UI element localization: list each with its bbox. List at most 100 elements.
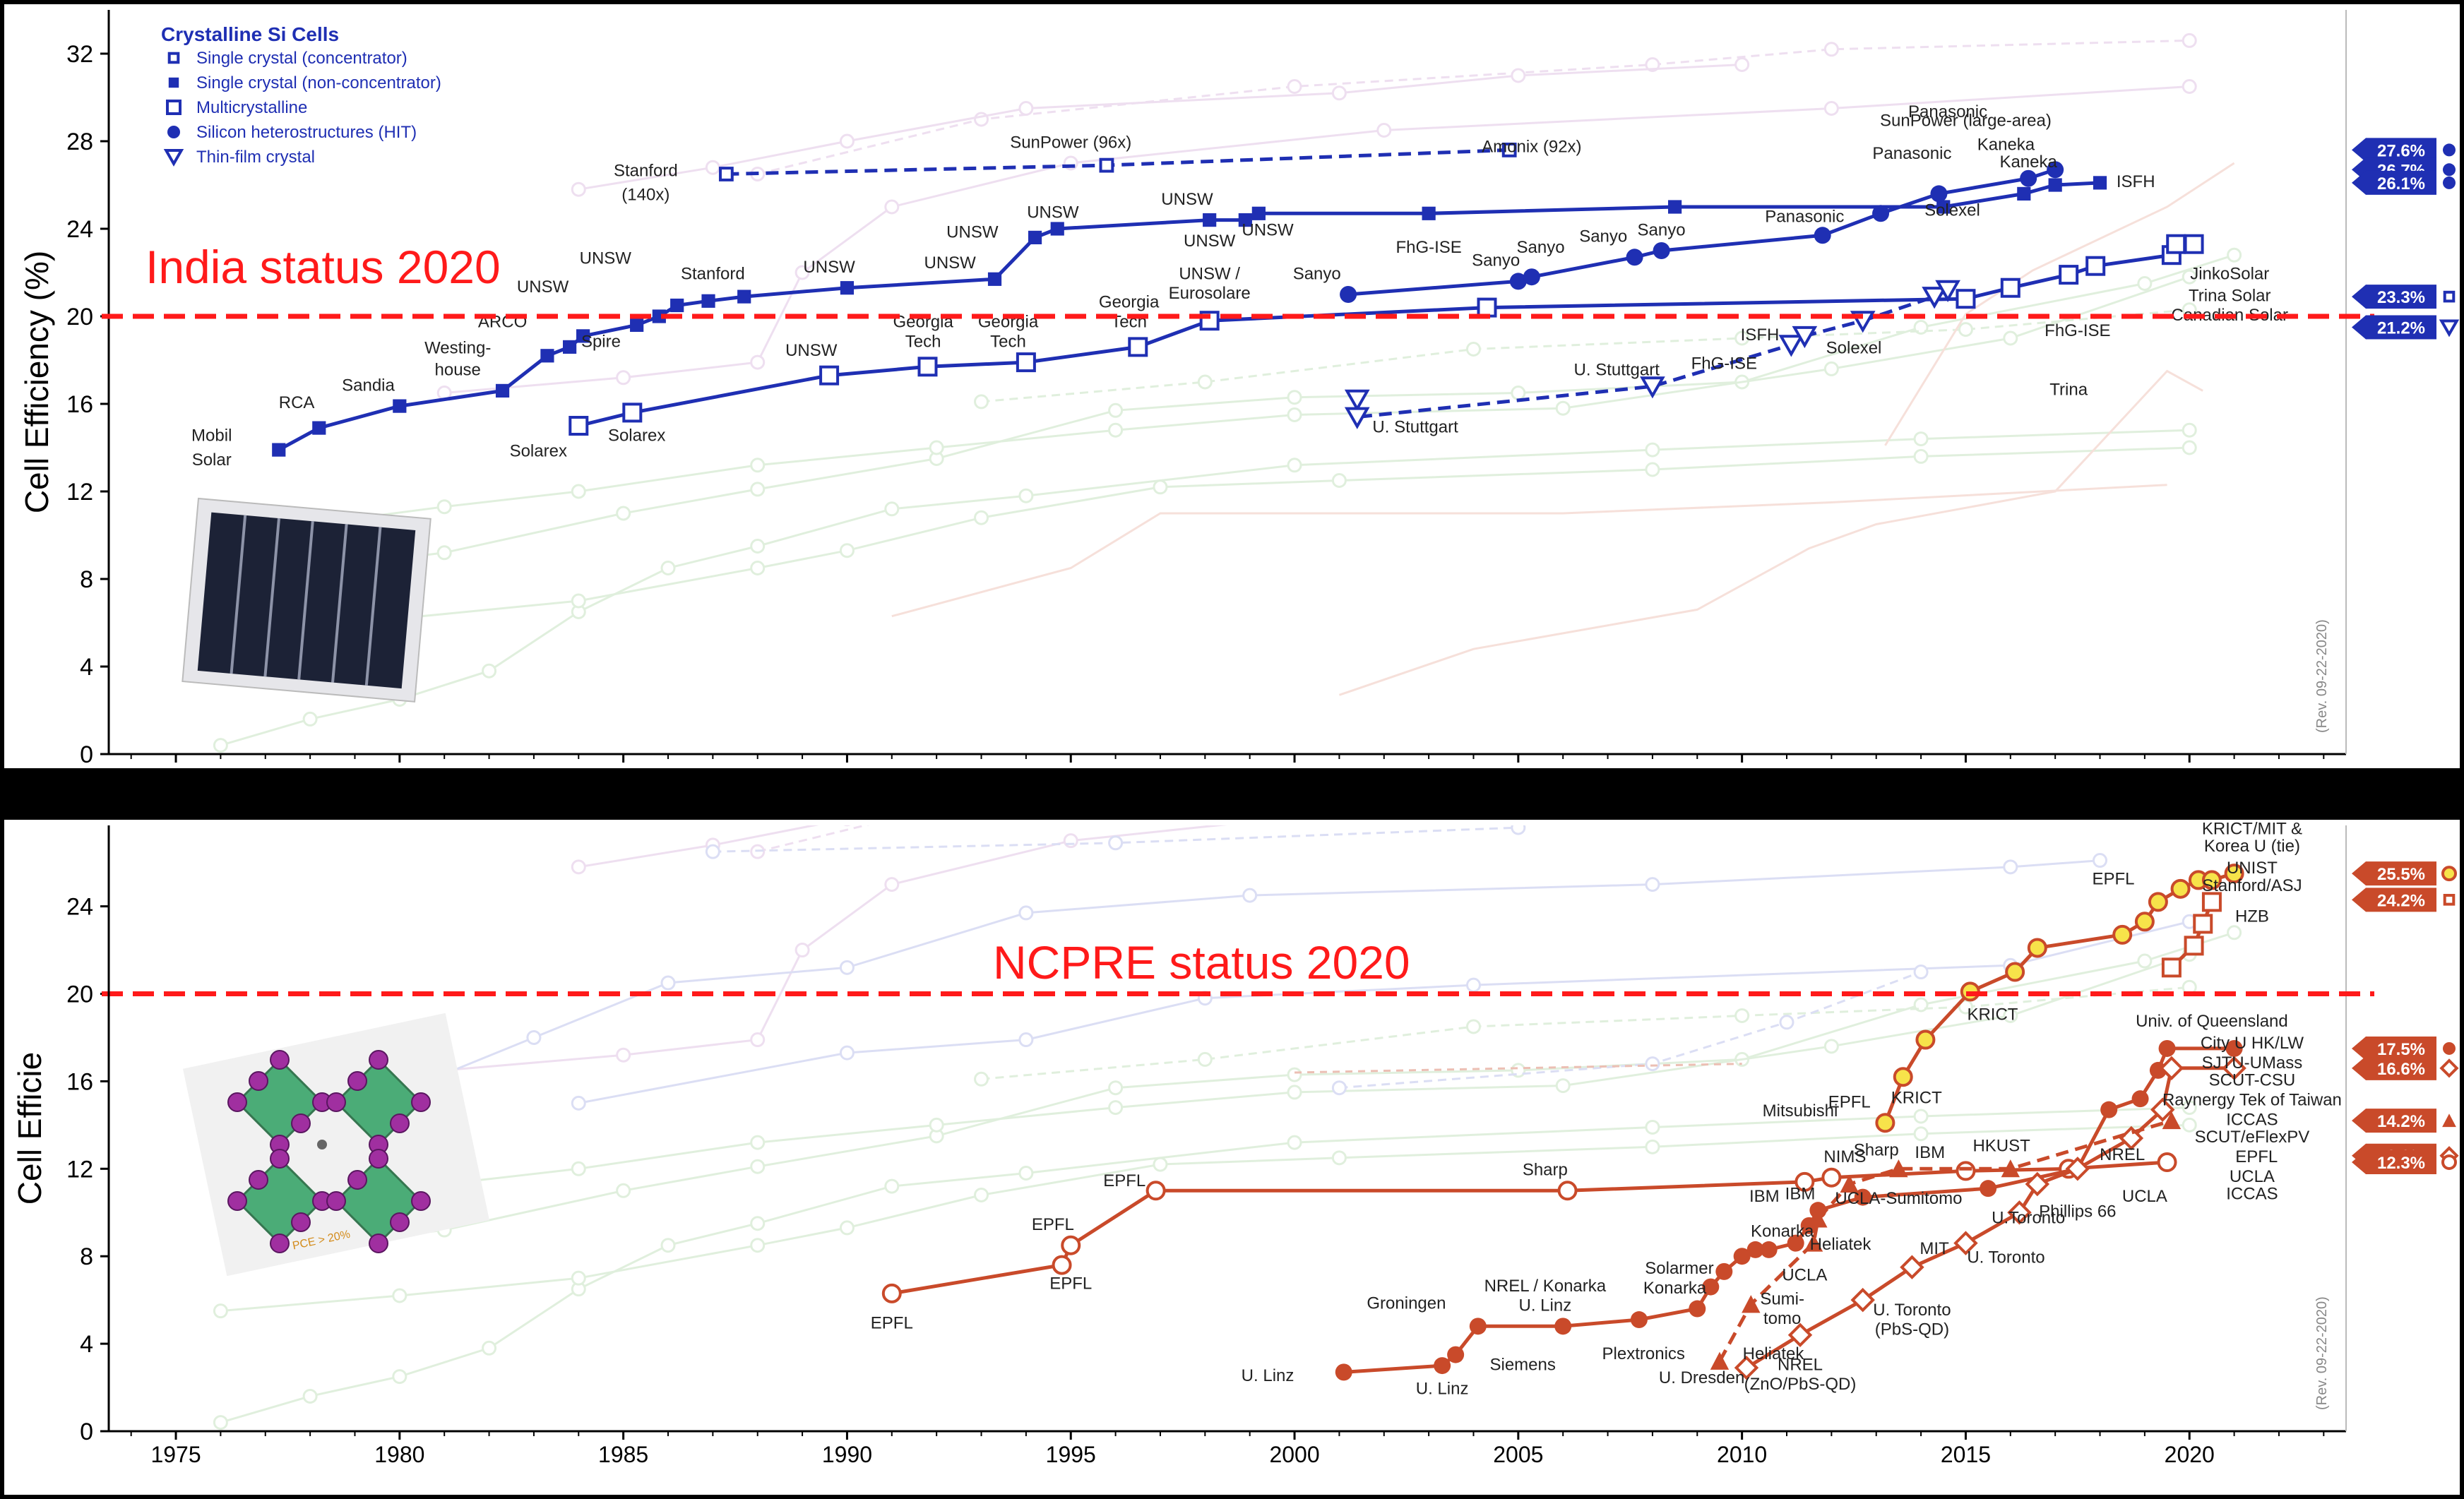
ghost-point (1555, 400, 1571, 416)
ghost-point (302, 1388, 318, 1404)
data-point (1422, 206, 1436, 220)
halide-atom (291, 1113, 311, 1133)
ghost-line (265, 931, 2235, 1253)
badge-value: 26.1% (2377, 174, 2425, 193)
ghost-point (1287, 458, 1302, 473)
point-label: UNSW (580, 249, 632, 268)
ghost-point (1153, 1157, 1168, 1172)
point-label: Solexel (1826, 339, 1882, 358)
point-label: (140x) (621, 186, 669, 205)
data-point (2224, 864, 2244, 884)
point-label: IBM (1785, 1185, 1816, 1204)
ghost-point (2227, 925, 2242, 940)
point-label: Sharp (1523, 1161, 1568, 1180)
badge-value: 24.2% (2377, 891, 2425, 910)
point-label: FhG-ISE (1691, 354, 1757, 373)
ghost-point (1645, 1056, 1660, 1072)
data-point (1434, 1357, 1451, 1375)
ghost-point (2182, 32, 2197, 48)
halide-atom (249, 1170, 268, 1190)
ghost-point (1063, 833, 1078, 849)
y-tick-label: 24 (66, 894, 93, 921)
ghost-point (843, 825, 851, 827)
ghost-point (2003, 1008, 2018, 1023)
y-tick-label: 8 (80, 1243, 93, 1270)
ghost-point (750, 354, 766, 370)
legend-marker (166, 100, 181, 115)
point-label: Spire (581, 332, 621, 351)
point-label: Solarex (510, 441, 567, 460)
point-label: UCLA-Sumitomo (1835, 1189, 1962, 1208)
data-point (1128, 337, 1148, 357)
point-label: house (435, 361, 481, 380)
badge-value: 17.5% (2377, 1040, 2425, 1059)
data-point (1640, 376, 1665, 399)
ghost-line (265, 859, 2100, 1126)
halide-atom (326, 1191, 346, 1211)
point-label: Tech (990, 332, 1026, 351)
ghost-point (1734, 330, 1750, 346)
efficiency-badge: 21.2% (2352, 315, 2460, 340)
data-point (312, 421, 326, 435)
ghost-point (839, 543, 855, 559)
halide-atom (411, 1191, 431, 1211)
data-point (1900, 1255, 1924, 1279)
series-layer (881, 864, 2246, 1381)
ghost-point (1913, 1109, 1929, 1124)
data-point (1936, 200, 1951, 214)
ghost-point (794, 943, 810, 958)
ghost-point (750, 482, 766, 497)
data-point (1050, 222, 1064, 236)
point-label: UNSW (785, 341, 838, 360)
ghost-point (213, 1415, 228, 1431)
ghost-point (839, 1045, 855, 1061)
ghost-point (1913, 997, 1929, 1013)
point-label: (PbS-QD) (1875, 1320, 1949, 1339)
point-label: HKUST (1972, 1137, 2030, 1156)
legend-marker (167, 126, 180, 138)
ghost-line (1295, 1063, 1742, 1074)
efficiency-badge: 26.1% (2352, 170, 2456, 195)
data-point (2085, 256, 2106, 276)
ghost-point (392, 1369, 407, 1385)
busbar (263, 518, 280, 677)
ghost-point (660, 975, 676, 991)
point-label: NIMS (1823, 1147, 1866, 1166)
ghost-point (2137, 953, 2153, 969)
halide-atom (369, 1234, 388, 1253)
ghost-point (2003, 859, 2018, 875)
point-label: Konarka (1643, 1279, 1707, 1298)
point-label: ICCAS (2226, 1110, 2278, 1129)
background-ghost-series (213, 825, 2242, 1431)
point-label: UCLA (2122, 1187, 2167, 1206)
ghost-point (750, 539, 766, 554)
y-tick-label: 28 (66, 129, 93, 155)
ghost-point (1913, 965, 1929, 980)
ghost-point (1958, 999, 1973, 1015)
legend-label: Silicon heterostructures (HIT) (196, 123, 417, 142)
ghost-point (1018, 905, 1034, 921)
data-point (1689, 1300, 1706, 1318)
data-point (2027, 938, 2047, 958)
x-tick-label: 2000 (1269, 765, 1319, 768)
halide-atom (347, 1071, 367, 1091)
data-point (1889, 1159, 1908, 1178)
plot-area (213, 32, 2242, 753)
ghost-point (750, 1032, 766, 1048)
ghost-line (444, 85, 2190, 394)
point-label: Sharp (1854, 1141, 1899, 1160)
ghost-point (1734, 1008, 1750, 1023)
efficiency-badge: 12.3% (2352, 1150, 2457, 1175)
halide-atom (249, 1071, 268, 1091)
data-point (1787, 1322, 1813, 1347)
point-label: City U HK/LW (2201, 1034, 2304, 1053)
revision-note: (Rev. 09-22-2020) (2314, 619, 2330, 733)
point-label: KRICT (1967, 1005, 2018, 1025)
point-label: IBM (1749, 1187, 1780, 1206)
data-point (1980, 1180, 1997, 1198)
ghost-point (1197, 1051, 1213, 1067)
y-axis-label: Cell Efficiency (%) (18, 251, 55, 513)
y-tick-label: 16 (66, 391, 93, 418)
efficiency-badge: 17.5% (2352, 1036, 2456, 1061)
badge-marker (2443, 290, 2456, 303)
